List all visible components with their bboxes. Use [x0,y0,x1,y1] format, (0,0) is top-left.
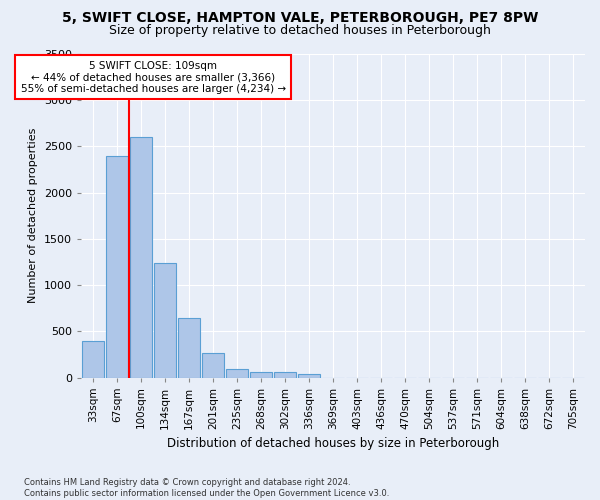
Bar [274,372,296,378]
Text: 5, SWIFT CLOSE, HAMPTON VALE, PETERBOROUGH, PE7 8PW: 5, SWIFT CLOSE, HAMPTON VALE, PETERBOROU… [62,11,538,25]
Y-axis label: Number of detached properties: Number of detached properties [28,128,38,304]
Bar [298,374,320,378]
Bar [82,342,104,378]
Bar [226,369,248,378]
Text: Size of property relative to detached houses in Peterborough: Size of property relative to detached ho… [109,24,491,37]
Bar [154,263,176,378]
Bar [202,354,224,378]
X-axis label: Distribution of detached houses by size in Peterborough: Distribution of detached houses by size … [167,437,499,450]
Text: 5 SWIFT CLOSE: 109sqm
← 44% of detached houses are smaller (3,366)
55% of semi-d: 5 SWIFT CLOSE: 109sqm ← 44% of detached … [20,60,286,94]
Bar [178,318,200,378]
Bar [130,137,152,378]
Bar [250,372,272,378]
Text: Contains HM Land Registry data © Crown copyright and database right 2024.
Contai: Contains HM Land Registry data © Crown c… [24,478,389,498]
Bar [106,156,128,378]
